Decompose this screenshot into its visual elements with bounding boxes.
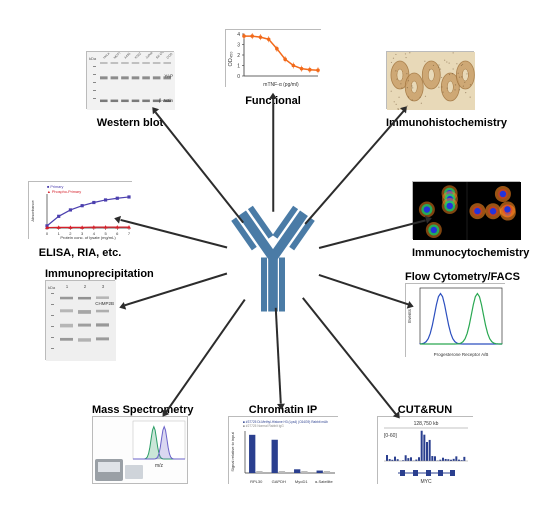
- node-label: ELISA, RIA, etc.: [28, 247, 132, 259]
- svg-text:Events: Events: [407, 308, 412, 323]
- thumb-flow: Events Progesterone Receptor A/B: [405, 283, 505, 357]
- svg-text:YAP: YAP: [164, 74, 173, 79]
- thumb-ihc: [386, 51, 474, 109]
- svg-text:[0-60]: [0-60]: [384, 433, 397, 439]
- svg-text:4: 4: [237, 32, 240, 38]
- thumb-icc: [412, 181, 520, 239]
- node-ihc: Immunohistochemistry: [386, 51, 474, 129]
- node-label: Flow Cytometry/FACS: [405, 271, 505, 283]
- svg-text:α-Satellite: α-Satellite: [315, 479, 334, 484]
- svg-text:OD₄₅₀: OD₄₅₀: [228, 52, 234, 67]
- svg-text:RPL30: RPL30: [250, 479, 263, 484]
- svg-text:MYC: MYC: [420, 479, 432, 485]
- antibody-icon: [213, 198, 333, 323]
- svg-text:0: 0: [237, 74, 240, 80]
- svg-text:■ Primary: ■ Primary: [47, 185, 64, 189]
- svg-text:2: 2: [237, 53, 240, 59]
- svg-text:Protein conc. of lysate (mg/mL: Protein conc. of lysate (mg/mL): [60, 235, 116, 240]
- node-chip: Chromatin IP■ #37725 Di-Methyl-Histone H…: [228, 402, 338, 490]
- node-label: Immunocytochemistry: [412, 247, 520, 259]
- node-label: Mass Spectrometry: [92, 404, 188, 416]
- node-label: Immunohistochemistry: [386, 117, 474, 129]
- arrow-line: [272, 99, 274, 212]
- node-ms: Mass Spectrometry m/z: [92, 402, 188, 490]
- svg-text:GAPDH: GAPDH: [272, 479, 286, 484]
- svg-text:mTNF-α (pg/ml): mTNF-α (pg/ml): [263, 82, 299, 88]
- thumb-ms: m/z: [92, 416, 188, 484]
- svg-text:MyoD1: MyoD1: [295, 479, 308, 484]
- svg-text:m/z: m/z: [155, 463, 164, 469]
- thumb-chip: ■ #37725 Di-Methyl-Histone H3 (Lys4) (C6…: [228, 416, 338, 484]
- svg-text:▲ Phospho-Primary: ▲ Phospho-Primary: [47, 190, 81, 194]
- svg-text:kDa: kDa: [89, 56, 97, 61]
- thumb-elisa: 01234567■ Primary▲ Phospho-PrimaryProtei…: [28, 181, 132, 239]
- node-ip: Immunoprecipitation123CHMP2BkDa: [45, 266, 115, 366]
- thumb-ip: 123CHMP2BkDa: [45, 280, 115, 360]
- arrow-head: [277, 404, 285, 410]
- node-flow: Flow Cytometry/FACS Events Progesterone Re…: [405, 269, 505, 363]
- thumb-western: HeLaMCF7A431K562JurkatSK-OV-3COSkDaYAPβ-…: [86, 51, 174, 109]
- svg-text:CHMP2B: CHMP2B: [95, 301, 114, 306]
- arrow-line: [166, 299, 246, 413]
- svg-text:kDa: kDa: [48, 285, 56, 290]
- thumb-cutrun: 128,750 kb [0-60] MYC: [377, 416, 473, 484]
- svg-text:1: 1: [237, 64, 240, 70]
- svg-text:128,750 kb: 128,750 kb: [414, 421, 439, 427]
- arrow-line: [302, 297, 396, 415]
- svg-text:β-Actin: β-Actin: [159, 98, 174, 103]
- arrow-line: [319, 220, 426, 249]
- svg-text:Absorbance: Absorbance: [30, 200, 35, 222]
- svg-text:■ #27725 Normal Rabbit IgG: ■ #27725 Normal Rabbit IgG: [243, 424, 284, 428]
- node-cutrun: CUT&RUN128,750 kb[0-60]MYC: [377, 402, 473, 490]
- arrow-head: [269, 93, 277, 99]
- arrow-line: [120, 220, 227, 249]
- node-label: Immunoprecipitation: [45, 268, 115, 280]
- arrow-line: [304, 110, 404, 224]
- svg-text:Progesterone Receptor A/B: Progesterone Receptor A/B: [434, 352, 489, 357]
- diagram-stage: HeLaMCF7A431K562JurkatSK-OV-3COSkDaYAPβ-…: [0, 0, 546, 520]
- arrow-line: [155, 112, 244, 223]
- svg-text:Signal relative to input: Signal relative to input: [230, 431, 235, 471]
- svg-text:3: 3: [237, 43, 240, 49]
- thumb-functional: 0 1 2 3 4 OD₄₅₀ mTNF-α (pg/ml): [225, 29, 321, 87]
